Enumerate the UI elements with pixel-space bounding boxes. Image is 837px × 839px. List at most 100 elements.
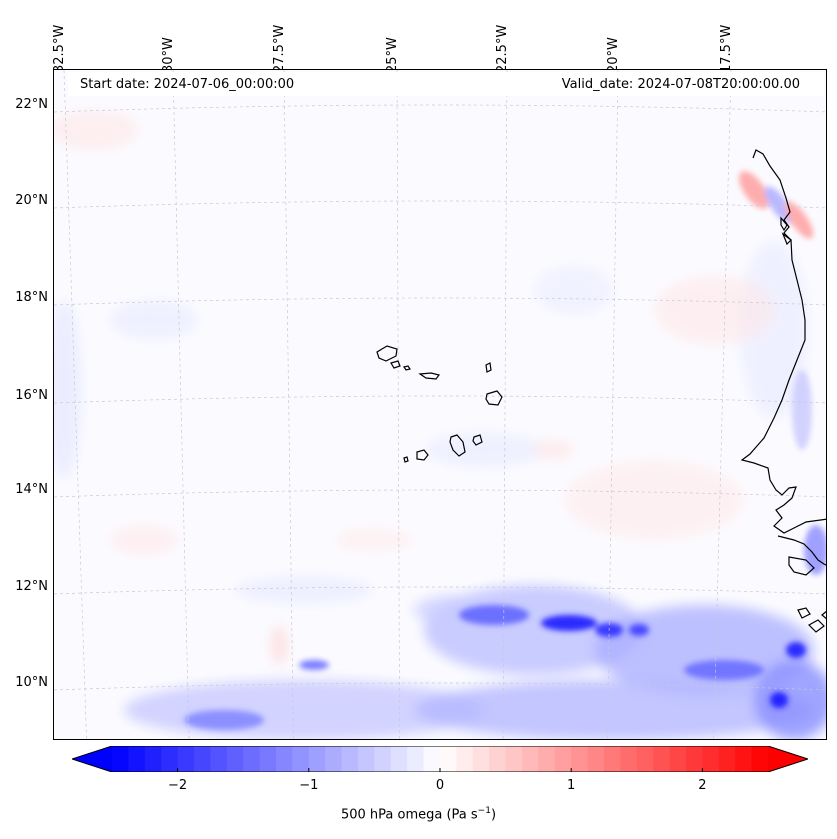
colorbar-segment <box>308 746 326 772</box>
meridian-line <box>283 70 294 739</box>
colorbar-extend-max <box>768 746 808 772</box>
colorbar-segment <box>390 746 408 772</box>
field-patch <box>271 625 287 665</box>
field-patch <box>738 171 770 209</box>
coastal-island <box>808 619 825 633</box>
parallel-line <box>54 104 826 113</box>
field-patch <box>109 300 199 340</box>
date-banner <box>68 72 824 96</box>
longitude-label: 30°W <box>161 37 176 73</box>
parallel-line <box>54 682 826 691</box>
colorbar-segment <box>374 746 392 772</box>
colorbar-segment <box>210 746 228 772</box>
fogo-island <box>416 449 429 461</box>
colorbar-segment <box>292 746 310 772</box>
colorbar <box>72 746 808 772</box>
coastal-island <box>821 610 826 620</box>
colorbar-segment <box>243 746 261 772</box>
start-date-label: Start date: 2024-07-06_00:00:00 <box>80 77 295 92</box>
field-patch <box>109 525 179 555</box>
colorbar-segment <box>276 746 293 772</box>
colorbar-segment <box>440 746 457 772</box>
parallel-line <box>54 586 826 595</box>
colorbar-segment <box>161 746 179 772</box>
omega-field <box>54 110 826 739</box>
field-patch <box>564 460 744 540</box>
colorbar-segment <box>456 746 474 772</box>
colorbar-tick-label: −1 <box>299 778 319 793</box>
colorbar-segment <box>226 746 244 772</box>
colorbar-segment <box>522 746 539 772</box>
parallel-line <box>54 489 826 498</box>
colorbar-segment <box>686 746 703 772</box>
colorbar-segment <box>718 746 736 772</box>
latitude-label: 20°N <box>15 193 48 208</box>
africa-coastline <box>740 149 826 534</box>
meridian-line <box>713 70 732 739</box>
field-core <box>184 710 264 730</box>
colorbar-title: 500 hPa omega (Pa s−1) <box>340 806 497 823</box>
field-patch <box>804 525 826 575</box>
field-patch <box>54 110 139 150</box>
coastal-island <box>797 607 811 619</box>
longitude-label: 20°W <box>606 37 621 73</box>
colorbar-segment <box>571 746 589 772</box>
colorbar-segment <box>423 746 441 772</box>
gridlines <box>54 70 826 739</box>
brava-island <box>403 456 409 463</box>
sal-island <box>485 362 492 373</box>
field-patch <box>754 660 826 739</box>
longitude-label: 17.5°W <box>719 24 734 73</box>
parallel-line <box>54 200 826 209</box>
meridian-line <box>63 70 87 739</box>
field-patch <box>334 528 414 552</box>
latitude-label: 12°N <box>15 579 48 594</box>
maio-island <box>472 434 483 446</box>
colorbar-segment <box>472 746 490 772</box>
latitude-label: 22°N <box>15 97 48 112</box>
colorbar-segment <box>604 746 621 772</box>
field-core <box>786 642 806 658</box>
field-patch <box>764 186 794 224</box>
field-patch <box>234 576 374 604</box>
colorbar-segment <box>358 746 375 772</box>
colorbar-tick-label: −2 <box>168 778 188 793</box>
colorbar-segment <box>538 746 556 772</box>
colorbar-segment <box>751 746 769 772</box>
longitude-label: 32.5°W <box>52 24 67 73</box>
meridian-line <box>502 70 508 739</box>
field-core <box>541 615 597 631</box>
longitude-label: 27.5°W <box>272 24 287 73</box>
colorbar-segment <box>341 746 359 772</box>
field-core <box>299 660 329 670</box>
coastlines <box>376 149 826 633</box>
colorbar-segment <box>325 746 343 772</box>
colorbar-tick-label: 2 <box>698 778 707 793</box>
coastal-island <box>781 232 792 246</box>
field-patch <box>792 370 812 450</box>
map-panel <box>53 69 827 740</box>
field-patch <box>534 440 574 460</box>
latitude-label: 16°N <box>15 388 48 403</box>
colorbar-segment <box>177 746 195 772</box>
field-core <box>459 605 529 625</box>
colorbar-segment <box>669 746 687 772</box>
field-core <box>684 660 764 680</box>
colorbar-tick-label: 1 <box>567 778 576 793</box>
longitude-label: 25°W <box>385 37 400 73</box>
sao-vicente-island <box>390 360 401 369</box>
colorbar-segment <box>554 746 572 772</box>
field-patch <box>54 300 82 480</box>
colorbar-segment <box>636 746 654 772</box>
meridian-line <box>172 70 190 739</box>
field-patch <box>654 275 774 345</box>
colorbar-segment <box>194 746 211 772</box>
colorbar-segment <box>259 746 277 772</box>
colorbar-segment <box>735 746 753 772</box>
omega-field-map <box>54 70 826 739</box>
colorbar-segment <box>587 746 605 772</box>
colorbar-segment <box>128 746 146 772</box>
field-core <box>629 624 649 636</box>
valid-date-label: Valid_date: 2024-07-08T20:00:00.00 <box>561 77 800 92</box>
colorbar-segment <box>407 746 425 772</box>
